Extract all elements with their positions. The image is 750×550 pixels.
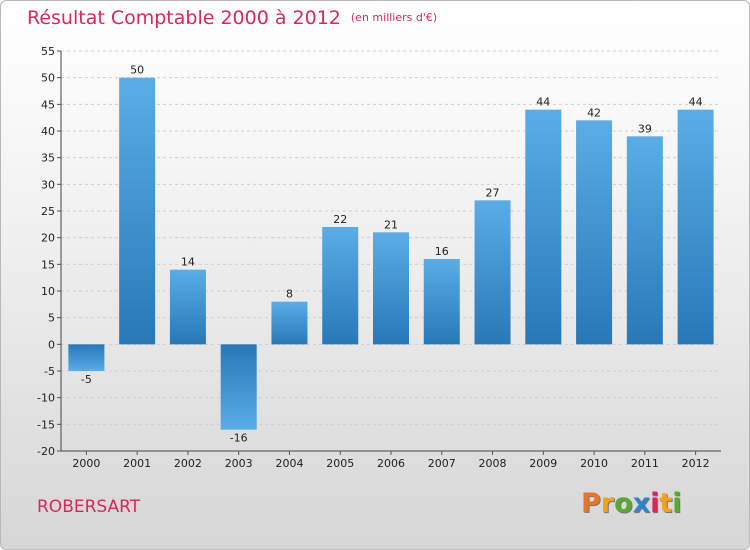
bar [525, 109, 562, 345]
data-label: 22 [333, 213, 347, 226]
data-label: 44 [689, 96, 703, 109]
logo-letter: i [672, 488, 682, 519]
y-tick-label: 20 [41, 232, 55, 245]
y-tick-label: 0 [48, 338, 55, 351]
y-tick-label: -10 [37, 392, 55, 405]
x-tick-label: 2008 [479, 457, 507, 470]
bar [322, 227, 359, 345]
logo-letter: o [614, 488, 633, 519]
y-tick-label: -15 [37, 418, 55, 431]
x-tick-label: 2002 [174, 457, 202, 470]
logo-letter: i [650, 488, 660, 519]
bar [423, 259, 460, 345]
chart-title-text: Résultat Comptable 2000 à 2012 [27, 7, 341, 29]
x-tick-label: 2005 [326, 457, 354, 470]
x-tick-label: 2004 [275, 457, 303, 470]
bar [576, 120, 613, 345]
x-tick-label: 2012 [682, 457, 710, 470]
data-label: 44 [536, 96, 550, 109]
data-label: -16 [230, 432, 248, 445]
bar [119, 77, 156, 345]
y-tick-label: -5 [44, 365, 55, 378]
bar [677, 109, 714, 345]
y-tick-label: -20 [37, 445, 55, 458]
y-tick-label: 40 [41, 125, 55, 138]
x-tick-label: 2001 [123, 457, 151, 470]
bar [220, 344, 257, 430]
y-tick-label: 5 [48, 312, 55, 325]
logo-letter: P [581, 488, 601, 519]
data-label: 16 [435, 245, 449, 258]
data-label: 27 [486, 186, 500, 199]
logo-letter: x [632, 488, 651, 519]
y-tick-label: 25 [41, 205, 55, 218]
data-label: 14 [181, 256, 195, 269]
logo-letter: t [659, 488, 673, 519]
bar [626, 136, 663, 345]
data-label: 42 [587, 106, 601, 119]
bar [373, 232, 409, 345]
y-tick-label: 15 [41, 258, 55, 271]
data-label: 8 [286, 288, 293, 301]
bar [474, 200, 511, 345]
y-tick-label: 50 [41, 72, 55, 85]
x-tick-label: 2009 [529, 457, 557, 470]
x-tick-label: 2000 [72, 457, 100, 470]
y-tick-label: 30 [41, 178, 55, 191]
bar [68, 344, 105, 371]
data-label: 50 [130, 64, 144, 77]
bar [271, 301, 308, 345]
x-tick-label: 2011 [631, 457, 659, 470]
logo-letter: r [600, 488, 615, 519]
y-tick-label: 55 [41, 45, 55, 58]
x-tick-label: 2003 [225, 457, 253, 470]
x-tick-label: 2006 [377, 457, 405, 470]
chart-title: Résultat Comptable 2000 à 2012 (en millie… [27, 7, 437, 29]
data-label: 39 [638, 122, 652, 135]
commune-name: ROBERSART [37, 497, 141, 517]
y-tick-label: 35 [41, 152, 55, 165]
x-tick-label: 2007 [428, 457, 456, 470]
data-label: 21 [384, 218, 398, 231]
bar [169, 269, 206, 345]
y-tick-label: 10 [41, 285, 55, 298]
y-tick-label: 45 [41, 98, 55, 111]
chart-subtitle: (en milliers d'€) [350, 11, 438, 24]
data-label: -5 [81, 373, 92, 386]
x-tick-label: 2010 [580, 457, 608, 470]
proxiti-logo: Proxiti [581, 488, 682, 519]
